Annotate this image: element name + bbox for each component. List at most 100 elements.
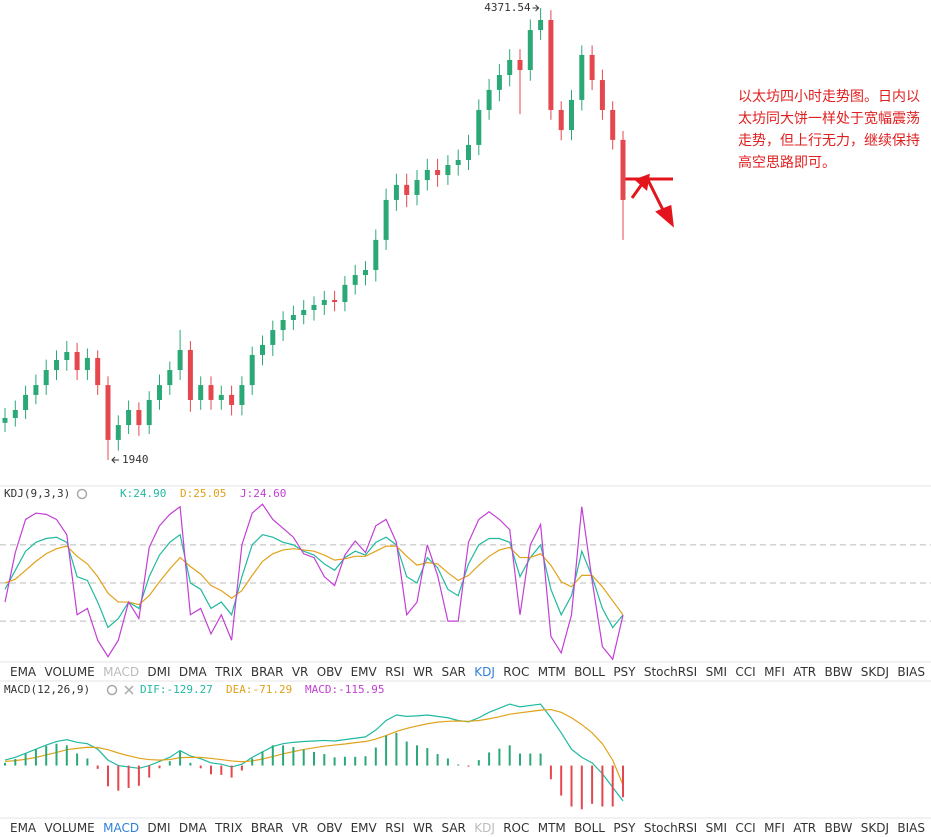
candle-body (486, 89, 492, 110)
candle-body (177, 349, 183, 371)
candle-body (414, 180, 420, 195)
indicator-tab[interactable]: VOLUME (44, 820, 95, 835)
indicator-tab[interactable]: EMA (10, 820, 37, 835)
indicator-tab[interactable]: BBW (824, 664, 853, 679)
indicator-tab[interactable]: BIAS (897, 664, 925, 679)
candle-body (95, 357, 101, 386)
candle-body (146, 399, 152, 426)
indicator-tab[interactable]: CCI (735, 820, 756, 835)
indicator-tab[interactable]: SKDJ (860, 820, 890, 835)
panel-title: MACD(12,26,9) (4, 683, 90, 696)
candle-body (167, 370, 173, 386)
candle-body (43, 370, 49, 386)
legend-item: DIF:-129.27 (140, 683, 213, 696)
candle-body (239, 385, 245, 405)
indicator-tab[interactable]: OBV (316, 820, 343, 835)
indicator-tabs: EMA VOLUME MACD DMI DMA TRIX BRAR VR OBV EMV RSI WR… (0, 662, 931, 681)
indicator-tab[interactable]: ATR (793, 664, 817, 679)
indicator-tab[interactable]: SMI (705, 664, 728, 679)
candle-body (445, 164, 451, 176)
candle-body (126, 409, 132, 426)
indicator-tab[interactable]: VR (291, 820, 309, 835)
indicator-tab[interactable]: RSI (385, 820, 405, 835)
candle-body (105, 385, 111, 440)
indicator-tab[interactable]: RSI (385, 664, 405, 679)
indicator-tab[interactable]: MACD (103, 664, 140, 679)
candle-body (383, 199, 389, 240)
candle-body (187, 349, 193, 400)
candle-body (229, 394, 235, 405)
candle-body (363, 270, 368, 276)
candle-body (280, 320, 286, 331)
indicator-tab[interactable]: SMI (705, 820, 728, 835)
indicator-tab[interactable]: EMV (350, 820, 377, 835)
indicator-tab[interactable]: MFI (764, 664, 785, 679)
indicator-tab[interactable]: BIAS (897, 820, 925, 835)
indicator-tab[interactable]: DMI (147, 820, 171, 835)
indicator-tab[interactable]: DMA (178, 664, 207, 679)
indicator-tab[interactable]: EMA (10, 664, 37, 679)
candle-body (270, 330, 276, 345)
indicator-tab[interactable]: BOLL (574, 820, 605, 835)
indicator-tab[interactable]: BRAR (250, 820, 284, 835)
settings-icon[interactable] (106, 684, 118, 696)
indicator-tab[interactable]: MTM (537, 664, 566, 679)
candle-body (115, 425, 121, 440)
indicator-tab[interactable]: DMA (178, 820, 207, 835)
settings-icon[interactable] (76, 488, 88, 500)
indicator-tab[interactable]: StochRSI (643, 820, 698, 835)
annotation: 以太坊四小时走势图。日内以太坊同大饼一样处于宽幅震荡走势，但上行无力，继续保持高… (738, 89, 920, 171)
indicator-tab[interactable]: OBV (316, 664, 343, 679)
indicator-tab[interactable]: SAR (441, 820, 466, 835)
indicator-line (4, 708, 624, 786)
indicator-tab[interactable]: BOLL (574, 664, 605, 679)
indicator-tab[interactable]: StochRSI (643, 664, 698, 679)
indicator-tab[interactable]: KDJ (474, 664, 495, 679)
candle-body (23, 394, 29, 410)
indicator-tab[interactable]: BBW (824, 820, 853, 835)
indicator-tab[interactable]: ROC (503, 664, 530, 679)
candle-body (12, 409, 18, 418)
candle-body (620, 139, 626, 200)
indicator-tab[interactable]: ROC (503, 820, 530, 835)
indicator-tab[interactable]: SAR (441, 664, 466, 679)
indicator-tab[interactable]: VOLUME (44, 664, 95, 679)
candle-body (64, 351, 70, 360)
legend-item: MACD:-115.95 (305, 683, 384, 696)
low-label: 1940 (122, 453, 149, 466)
indicator-tab[interactable]: WR (412, 664, 434, 679)
label-arrow (532, 4, 540, 12)
indicator-tab[interactable]: VR (291, 664, 309, 679)
candle-body (208, 385, 214, 400)
candle-body (548, 19, 554, 110)
indicator-tab[interactable]: MACD (103, 820, 140, 835)
indicator-tab[interactable]: KDJ (474, 820, 495, 835)
candle-body (466, 144, 471, 160)
candle-body (290, 315, 296, 321)
indicator-tab[interactable]: WR (412, 820, 434, 835)
candle-body (496, 75, 502, 90)
indicator-tab[interactable]: CCI (735, 664, 756, 679)
candle-body (527, 30, 533, 71)
candle-body (517, 59, 523, 71)
indicator-tab[interactable]: MTM (537, 820, 566, 835)
indicator-tab[interactable]: BRAR (250, 664, 284, 679)
panel-title: KDJ(9,3,3) (4, 487, 70, 500)
indicator-tab[interactable]: ATR (793, 820, 817, 835)
indicator-tab[interactable]: PSY (613, 664, 636, 679)
indicator-line (4, 533, 624, 629)
indicator-tab[interactable]: DMI (147, 664, 171, 679)
indicator-tab[interactable]: PSY (613, 820, 636, 835)
candle-body (579, 54, 585, 100)
indicator-tab[interactable]: TRIX (215, 664, 243, 679)
indicator-tab[interactable]: MFI (764, 820, 785, 835)
candle-body (476, 109, 482, 145)
indicator-tab[interactable]: SKDJ (860, 664, 890, 679)
legend-item: K:24.90 (120, 487, 166, 500)
candle-body (569, 99, 574, 131)
indicator-tab[interactable]: TRIX (215, 820, 243, 835)
close-icon[interactable] (124, 685, 134, 695)
candle-body (558, 109, 564, 131)
indicator-tab[interactable]: EMV (350, 664, 377, 679)
candle-body (198, 385, 204, 400)
